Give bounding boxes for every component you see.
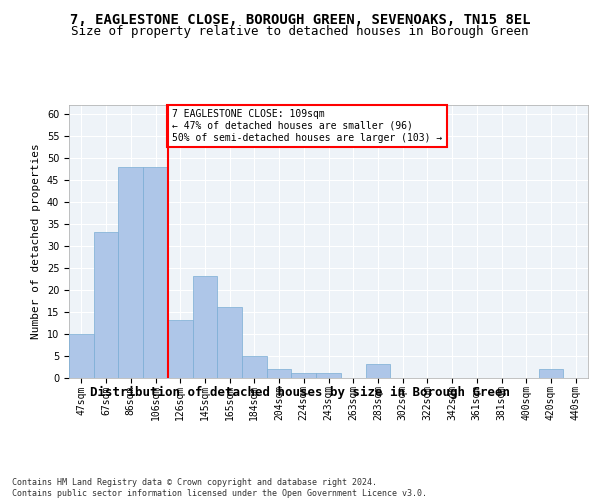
Bar	[143, 166, 168, 378]
Bar	[267, 368, 292, 378]
Text: Distribution of detached houses by size in Borough Green: Distribution of detached houses by size …	[90, 386, 510, 399]
Bar	[316, 373, 341, 378]
Text: 7, EAGLESTONE CLOSE, BOROUGH GREEN, SEVENOAKS, TN15 8EL: 7, EAGLESTONE CLOSE, BOROUGH GREEN, SEVE…	[70, 12, 530, 26]
Bar	[69, 334, 94, 378]
Bar	[365, 364, 390, 378]
Bar	[292, 373, 316, 378]
Bar	[168, 320, 193, 378]
Bar	[539, 368, 563, 378]
Bar	[217, 307, 242, 378]
Text: Contains HM Land Registry data © Crown copyright and database right 2024.
Contai: Contains HM Land Registry data © Crown c…	[12, 478, 427, 498]
Bar	[242, 356, 267, 378]
Y-axis label: Number of detached properties: Number of detached properties	[31, 144, 41, 339]
Bar	[94, 232, 118, 378]
Bar	[118, 166, 143, 378]
Text: 7 EAGLESTONE CLOSE: 109sqm
← 47% of detached houses are smaller (96)
50% of semi: 7 EAGLESTONE CLOSE: 109sqm ← 47% of deta…	[172, 110, 442, 142]
Text: Size of property relative to detached houses in Borough Green: Size of property relative to detached ho…	[71, 25, 529, 38]
Bar	[193, 276, 217, 378]
